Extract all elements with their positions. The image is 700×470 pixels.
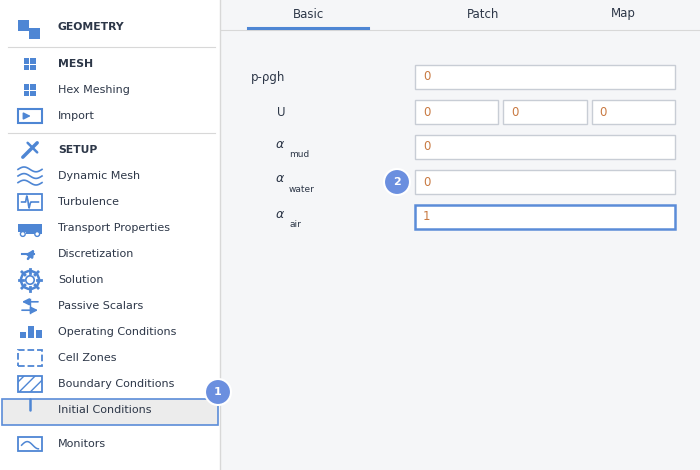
FancyBboxPatch shape [24,91,29,96]
FancyBboxPatch shape [415,170,675,194]
Text: Import: Import [58,111,95,121]
FancyBboxPatch shape [24,58,29,63]
FancyBboxPatch shape [36,329,42,338]
FancyBboxPatch shape [0,0,220,470]
Text: $\alpha$: $\alpha$ [275,138,285,150]
FancyBboxPatch shape [27,224,42,234]
Text: 0: 0 [423,141,430,154]
Text: Passive Scalars: Passive Scalars [58,301,144,311]
Text: Basic: Basic [293,8,323,21]
Text: Discretization: Discretization [58,249,134,259]
Text: 0: 0 [423,70,430,84]
Text: Hex Meshing: Hex Meshing [58,85,130,95]
Text: Boundary Conditions: Boundary Conditions [58,379,174,389]
Text: 0: 0 [511,105,519,118]
FancyBboxPatch shape [592,100,675,124]
FancyBboxPatch shape [415,135,675,159]
Text: $\alpha$: $\alpha$ [275,172,285,186]
Text: Cell Zones: Cell Zones [58,353,116,363]
FancyBboxPatch shape [29,28,40,39]
Text: Map: Map [610,8,636,21]
FancyBboxPatch shape [24,84,29,90]
FancyBboxPatch shape [415,65,675,89]
Circle shape [20,232,25,236]
FancyBboxPatch shape [30,91,36,96]
FancyBboxPatch shape [18,224,27,232]
Text: 1: 1 [423,211,430,224]
Text: air: air [289,220,301,229]
Text: Transport Properties: Transport Properties [58,223,170,233]
FancyBboxPatch shape [20,332,27,338]
Text: Solution: Solution [58,275,104,285]
Circle shape [35,232,40,236]
Text: p-ρgh: p-ρgh [251,70,285,84]
FancyBboxPatch shape [30,84,36,90]
FancyBboxPatch shape [30,64,36,70]
Text: SETUP: SETUP [58,145,97,155]
FancyBboxPatch shape [220,0,700,470]
Text: 1: 1 [214,387,222,397]
Text: 0: 0 [600,105,607,118]
FancyBboxPatch shape [24,64,29,70]
Text: water: water [289,185,315,194]
Text: U: U [276,105,285,118]
Text: Initial Conditions: Initial Conditions [58,405,151,415]
FancyBboxPatch shape [30,58,36,63]
Circle shape [384,169,410,195]
Text: $\alpha$: $\alpha$ [275,207,285,220]
Circle shape [205,379,231,405]
Text: Operating Conditions: Operating Conditions [58,327,176,337]
Text: Dynamic Mesh: Dynamic Mesh [58,171,140,181]
FancyBboxPatch shape [2,399,218,425]
Text: mud: mud [289,150,309,159]
FancyBboxPatch shape [415,205,675,229]
FancyBboxPatch shape [28,326,34,338]
Text: 0: 0 [423,175,430,188]
FancyBboxPatch shape [503,100,587,124]
Text: MESH: MESH [58,59,93,69]
FancyBboxPatch shape [18,20,29,31]
Text: 0: 0 [423,105,430,118]
FancyBboxPatch shape [415,100,498,124]
Text: GEOMETRY: GEOMETRY [58,22,125,32]
Text: Turbulence: Turbulence [58,197,119,207]
Text: 2: 2 [393,177,401,187]
Text: Patch: Patch [467,8,499,21]
Text: Monitors: Monitors [58,439,106,449]
